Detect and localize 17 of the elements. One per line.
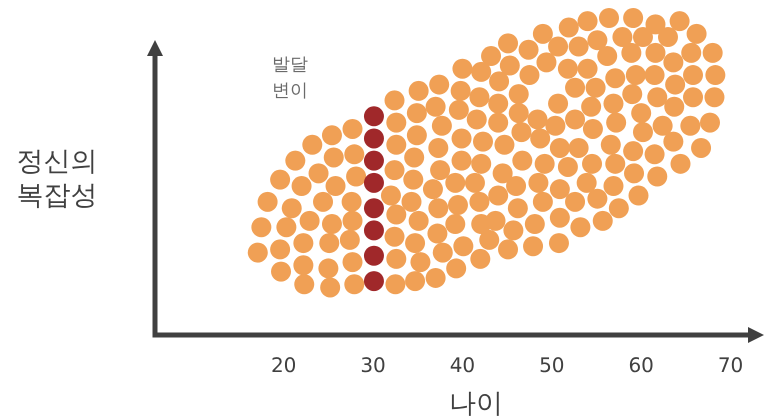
annotation: 발달 변이 [272, 54, 308, 101]
point [364, 150, 384, 171]
x-tick-label: 60 [628, 353, 654, 377]
x-tick-label: 50 [539, 353, 565, 377]
point [364, 271, 384, 292]
point [364, 172, 384, 193]
point [364, 220, 384, 240]
point [364, 106, 384, 126]
x-axis-title: 나이 [449, 388, 503, 419]
point [364, 128, 384, 148]
x-tick-label: 40 [450, 353, 476, 377]
x-tick-label: 70 [718, 353, 744, 377]
x-tick-label: 20 [270, 353, 296, 377]
x-tick-label: 30 [360, 353, 386, 377]
point [364, 246, 384, 266]
y-axis-title: 정신의 복잡성 [16, 146, 98, 211]
point [364, 198, 384, 218]
